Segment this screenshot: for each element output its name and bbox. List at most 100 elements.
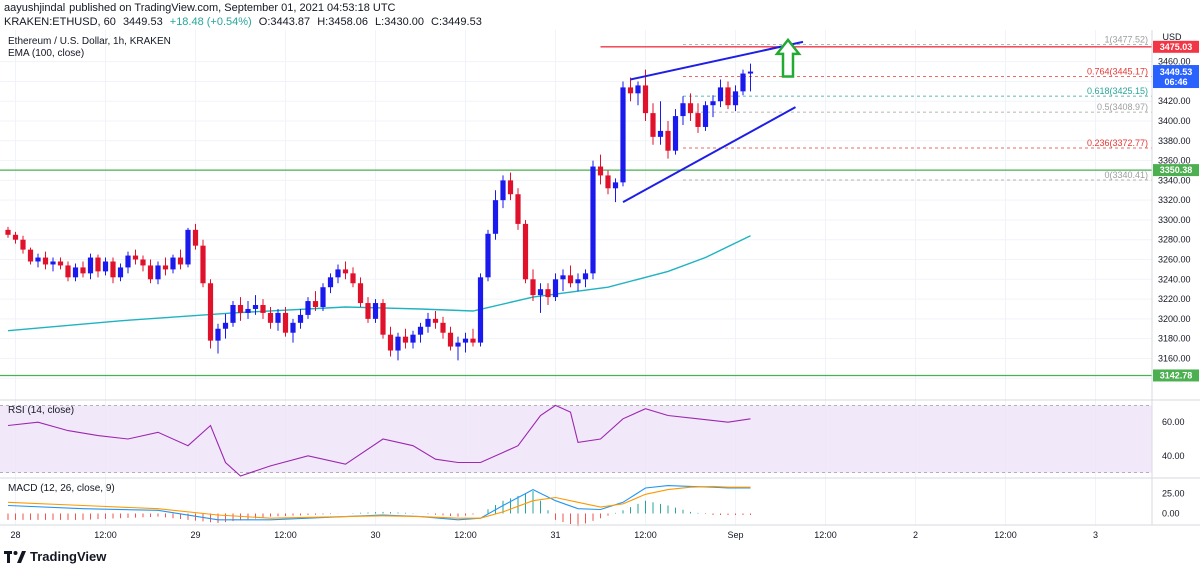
candle-body bbox=[12, 234, 19, 240]
rsi-tick-label: 60.00 bbox=[1162, 417, 1185, 427]
candle-body bbox=[425, 318, 431, 327]
time-axis[interactable]: 28 12:00 29 12:00 30 12:00 31 12:00 Sep 12:00 2 12:… bbox=[10, 530, 1098, 540]
candle-body bbox=[432, 318, 439, 323]
price-tick-label: 3240.00 bbox=[1158, 274, 1191, 284]
price-tick-label: 3280.00 bbox=[1158, 235, 1191, 245]
candle-body bbox=[650, 113, 656, 137]
fib-label: 0(3340.41) bbox=[1104, 170, 1148, 180]
candle-body bbox=[342, 269, 349, 274]
candle-body bbox=[350, 273, 356, 284]
candle-body bbox=[402, 336, 409, 343]
candle-body bbox=[740, 73, 746, 92]
candle-body bbox=[95, 257, 101, 272]
macd-legend: MACD (12, 26, close, 9) bbox=[8, 483, 115, 494]
candle-body bbox=[530, 279, 536, 296]
symbol-line: KRAKEN:ETHUSD, 60 bbox=[4, 16, 116, 28]
signal-line bbox=[7, 485, 751, 519]
candle-body bbox=[245, 308, 251, 313]
price-tick-label: 3300.00 bbox=[1158, 215, 1191, 225]
macd-tick-label: 0.00 bbox=[1162, 508, 1180, 518]
candle-body bbox=[680, 103, 686, 117]
candle-body bbox=[717, 87, 724, 102]
price-tick-label: 3260.00 bbox=[1158, 255, 1191, 265]
last-price-badge bbox=[1153, 65, 1199, 89]
last-price: 3449.53 bbox=[122, 16, 163, 28]
candle-body bbox=[80, 267, 86, 274]
candle-body bbox=[635, 85, 641, 94]
candles[interactable] bbox=[5, 63, 754, 361]
rsi-line bbox=[7, 404, 751, 477]
candle-body bbox=[155, 265, 161, 280]
candle-body bbox=[657, 130, 664, 137]
candle-body bbox=[672, 116, 679, 151]
candle-body bbox=[185, 229, 191, 265]
candle-body bbox=[20, 239, 26, 250]
candle-body bbox=[612, 182, 619, 189]
fib-label: 0.5(3408.97) bbox=[1097, 102, 1148, 112]
candle-body bbox=[117, 267, 124, 278]
candle-body bbox=[380, 303, 386, 335]
resistance-badge-label: 3475.03 bbox=[1160, 42, 1193, 52]
price-tick-label: 3360.00 bbox=[1158, 156, 1191, 166]
channel-line-upper bbox=[630, 40, 804, 81]
tradingview-logo[interactable]: TradingView bbox=[4, 549, 106, 564]
candle-body bbox=[110, 261, 116, 278]
price-axis[interactable]: 3140.003160.003180.003200.003220.003240.… bbox=[1158, 57, 1191, 384]
candle-body bbox=[207, 283, 214, 341]
macd-axis: 0.00 25.00 bbox=[1162, 489, 1185, 519]
price-tick-label: 3320.00 bbox=[1158, 195, 1191, 205]
candle-body bbox=[537, 289, 544, 296]
candle-body bbox=[665, 130, 671, 151]
candle-body bbox=[42, 257, 49, 265]
candle-body bbox=[567, 275, 574, 284]
candle-body bbox=[132, 255, 139, 260]
time-tick-label: 28 bbox=[10, 530, 20, 540]
price-tick-label: 3160.00 bbox=[1158, 353, 1191, 363]
candle-body bbox=[87, 257, 94, 274]
time-tick-label: 12:00 bbox=[814, 530, 837, 540]
last-price-badge-label: 3449.53 bbox=[1160, 67, 1193, 77]
candle-body bbox=[65, 265, 71, 278]
channel-lines bbox=[622, 40, 804, 204]
candle-body bbox=[237, 305, 244, 313]
time-tick-label: 12:00 bbox=[634, 530, 657, 540]
candle-body bbox=[192, 229, 199, 246]
rsi-band bbox=[0, 405, 1152, 473]
candle-body bbox=[597, 166, 604, 176]
candle-body bbox=[260, 305, 266, 313]
candle-body bbox=[162, 265, 169, 270]
ema-line bbox=[7, 235, 751, 332]
candle-body bbox=[372, 303, 379, 319]
price-tick-label: 3200.00 bbox=[1158, 314, 1191, 324]
candle-body bbox=[140, 259, 146, 266]
rsi-legend: RSI (14, close) bbox=[8, 405, 74, 416]
rsi-tick-label: 40.00 bbox=[1162, 451, 1185, 461]
published-text: published on TradingView.com, September … bbox=[69, 2, 396, 14]
price-tick-label: 3460.00 bbox=[1158, 57, 1191, 67]
macd-pane bbox=[7, 485, 751, 527]
candle-body bbox=[102, 261, 109, 272]
candle-body bbox=[282, 312, 289, 333]
candle-body bbox=[492, 200, 499, 234]
candle-body bbox=[252, 305, 259, 309]
price-tick-label: 3380.00 bbox=[1158, 136, 1191, 146]
macd-line bbox=[7, 485, 751, 521]
candle-body bbox=[170, 257, 176, 270]
candle-body bbox=[410, 334, 416, 343]
time-tick-label: 31 bbox=[550, 530, 560, 540]
publish-line: aayushjindal published on TradingView.com… bbox=[4, 2, 400, 14]
horizontal-levels bbox=[0, 46, 1152, 377]
candle-body bbox=[320, 287, 326, 307]
resistance-badge bbox=[1153, 40, 1199, 53]
candle-body bbox=[702, 105, 709, 127]
candle-body bbox=[485, 233, 491, 278]
publisher-user[interactable]: aayushjindal bbox=[4, 2, 66, 14]
chart-canvas[interactable]: 1(3477.52) 0.764(3445.17) 0.618(3425.15) 0.… bbox=[0, 30, 1200, 545]
macd-tick-label: 25.00 bbox=[1162, 489, 1185, 499]
time-tick-label: 12:00 bbox=[274, 530, 297, 540]
support-lower-badge bbox=[1153, 369, 1199, 382]
candle-body bbox=[710, 101, 716, 106]
candle-body bbox=[500, 180, 506, 201]
time-tick-label: 2 bbox=[913, 530, 918, 540]
chart-header: aayushjindal published on TradingView.com… bbox=[0, 0, 1200, 30]
